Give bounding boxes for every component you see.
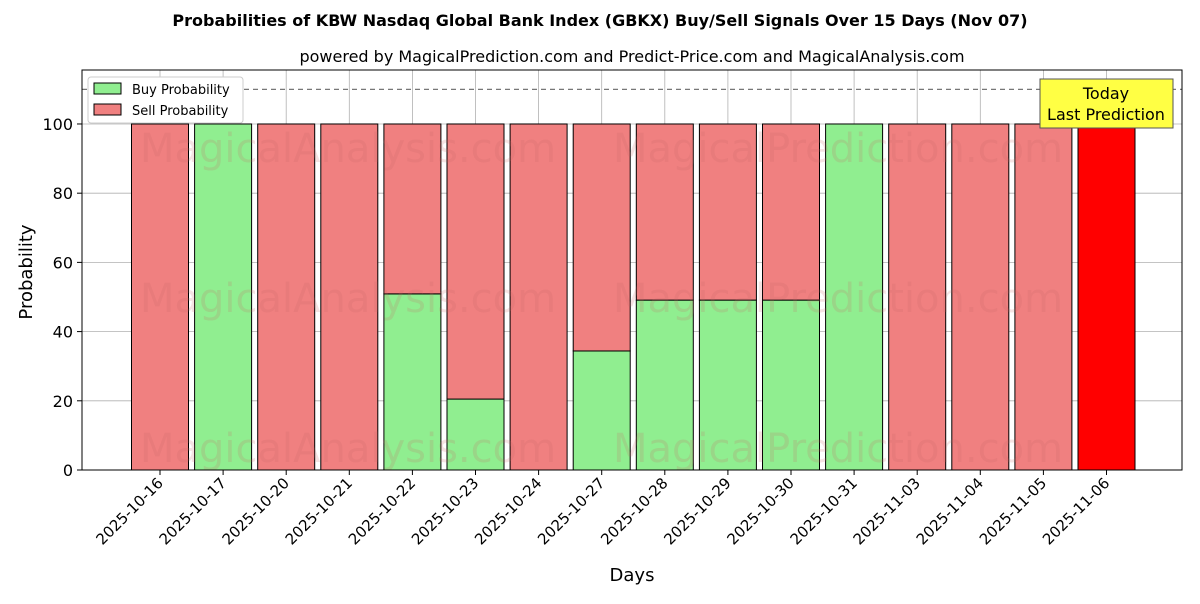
sell-bar: [383, 123, 442, 295]
y-tick-label: 20: [53, 392, 73, 411]
legend: Buy Probability Sell Probability: [87, 76, 244, 124]
legend-buy-swatch: [93, 82, 122, 95]
annotation-line1: Today: [1082, 84, 1129, 103]
watermark: MagicalAnalysis.com: [140, 426, 556, 472]
sell-bar: [888, 123, 947, 471]
x-tick-label: 2025-10-30: [723, 474, 797, 548]
x-tick-label: 2025-10-20: [219, 474, 293, 548]
buy-bar: [825, 123, 884, 471]
x-tick-label: 2025-11-04: [913, 474, 987, 548]
legend-sell-swatch: [93, 103, 122, 116]
x-axis-label: Days: [610, 565, 655, 586]
y-tick-label: 100: [42, 115, 73, 134]
legend-buy-label: Buy Probability: [132, 83, 230, 98]
x-tick-label: 2025-10-22: [345, 474, 419, 548]
sell-bar: [257, 123, 316, 471]
sell-bar: [509, 123, 568, 471]
buy-bar: [446, 398, 505, 471]
sell-bar: [1077, 123, 1136, 471]
x-tick-label: 2025-10-21: [282, 474, 356, 548]
buy-bar: [572, 350, 631, 471]
sell-bar: [1014, 123, 1073, 471]
x-tick-label: 2025-10-27: [534, 474, 608, 548]
buy-bar: [698, 299, 757, 471]
legend-sell-label: Sell Probability: [132, 104, 229, 119]
buy-bar: [383, 293, 442, 471]
x-tick-label: 2025-10-29: [660, 474, 734, 548]
chart-title: Probabilities of KBW Nasdaq Global Bank …: [172, 11, 1027, 30]
sell-bar: [131, 123, 189, 471]
sell-bar: [951, 123, 1010, 471]
x-tick-label: 2025-11-06: [1039, 474, 1113, 548]
y-tick-label: 0: [63, 461, 73, 480]
watermark: MagicalAnalysis.com: [140, 126, 556, 172]
today-annotation: Today Last Prediction: [1039, 78, 1174, 129]
x-tick-label: 2025-10-24: [471, 474, 545, 548]
watermark: MagicalAnalysis.com: [140, 276, 556, 322]
sell-bar: [698, 123, 757, 301]
y-tick-label: 40: [53, 323, 73, 342]
x-tick-label: 2025-10-16: [92, 474, 166, 548]
buy-bar: [194, 123, 253, 471]
y-tick-label: 80: [53, 184, 73, 203]
sell-bar: [572, 123, 631, 352]
sell-bar: [635, 123, 694, 301]
x-tick-label: 2025-10-23: [408, 474, 482, 548]
y-axis-label: Probability: [16, 224, 37, 319]
x-tick-label: 2025-10-17: [156, 474, 230, 548]
plot-frame: [81, 69, 1183, 471]
watermark: MagicalPrediction.com: [613, 426, 1063, 472]
chart-subtitle: powered by MagicalPrediction.com and Pre…: [299, 47, 964, 66]
x-tick-label: 2025-10-31: [787, 474, 861, 548]
x-tick-label: 2025-10-28: [597, 474, 671, 548]
x-tick-label: 2025-11-03: [850, 474, 924, 548]
x-tick-label: 2025-11-05: [976, 474, 1050, 548]
watermark: MagicalPrediction.com: [613, 126, 1063, 172]
sell-bar: [446, 123, 505, 400]
watermark: MagicalPrediction.com: [613, 276, 1063, 322]
y-tick-label: 60: [53, 253, 73, 272]
sell-bar: [762, 123, 820, 301]
annotation-line2: Last Prediction: [1047, 105, 1165, 124]
sell-bar: [320, 123, 379, 471]
